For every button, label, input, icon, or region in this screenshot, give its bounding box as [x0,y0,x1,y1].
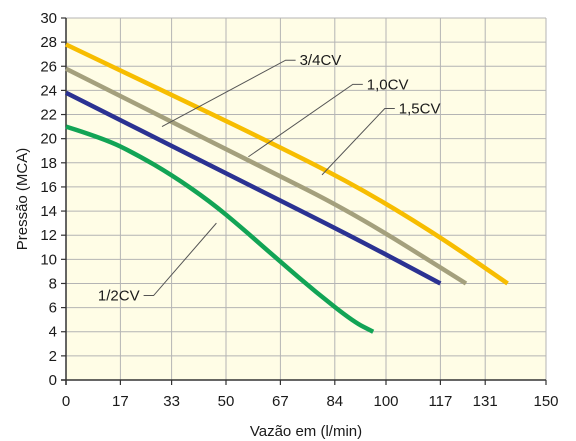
x-tick-label: 50 [218,393,235,410]
annotation-leader-line [143,222,217,297]
annotation-leader-line [248,83,363,158]
y-tick-label: 24 [40,82,57,99]
x-tick-label: 117 [428,393,452,410]
x-axis-title: Vazão em (l/min) [250,423,362,440]
series-label: 3/4CV [300,52,342,69]
y-tick-label: 6 [49,300,57,317]
x-tick-label: 33 [163,393,180,410]
y-tick-label: 10 [40,251,57,268]
y-tick-label: 14 [40,203,57,220]
y-axis-title: Pressão (MCA) [14,148,31,251]
x-tick-label: 84 [326,393,343,410]
x-tick-label: 100 [373,393,398,410]
y-tick-label: 18 [40,155,57,172]
series-annotations: 3/4CV 1,0CV 1,5CV 1/2CV [98,52,441,304]
series-label: 1/2CV [98,288,140,305]
series-line-3 [65,42,509,286]
series-label: 1,5CV [399,101,441,118]
y-tick-label: 20 [40,131,57,148]
y-tick-label: 22 [40,107,57,124]
x-tick-label: 131 [473,393,498,410]
y-tick-label: 0 [49,372,57,389]
y-tick-label: 2 [49,348,57,365]
x-tick-label: 17 [112,393,129,410]
y-tick-label: 28 [40,34,57,51]
grid-lines [66,17,547,380]
y-tick-label: 26 [40,58,57,75]
annotation-leader-line [321,108,395,176]
y-tick-label: 4 [49,324,57,341]
series-lines [64,42,509,334]
y-tick-label: 12 [40,227,57,244]
plot-background [66,18,546,380]
series-label: 1,0CV [367,76,409,93]
y-tick-label: 30 [40,10,57,27]
y-tick-label: 8 [49,275,57,292]
y-tick-label: 16 [40,179,57,196]
x-tick-label: 67 [272,393,289,410]
series-line-0 [65,124,375,334]
annotation-leader-line [161,59,296,128]
x-tick-label: 150 [533,393,558,410]
series-line-1 [64,90,442,286]
series-line-2 [64,66,468,286]
x-tick-label: 0 [62,393,70,410]
